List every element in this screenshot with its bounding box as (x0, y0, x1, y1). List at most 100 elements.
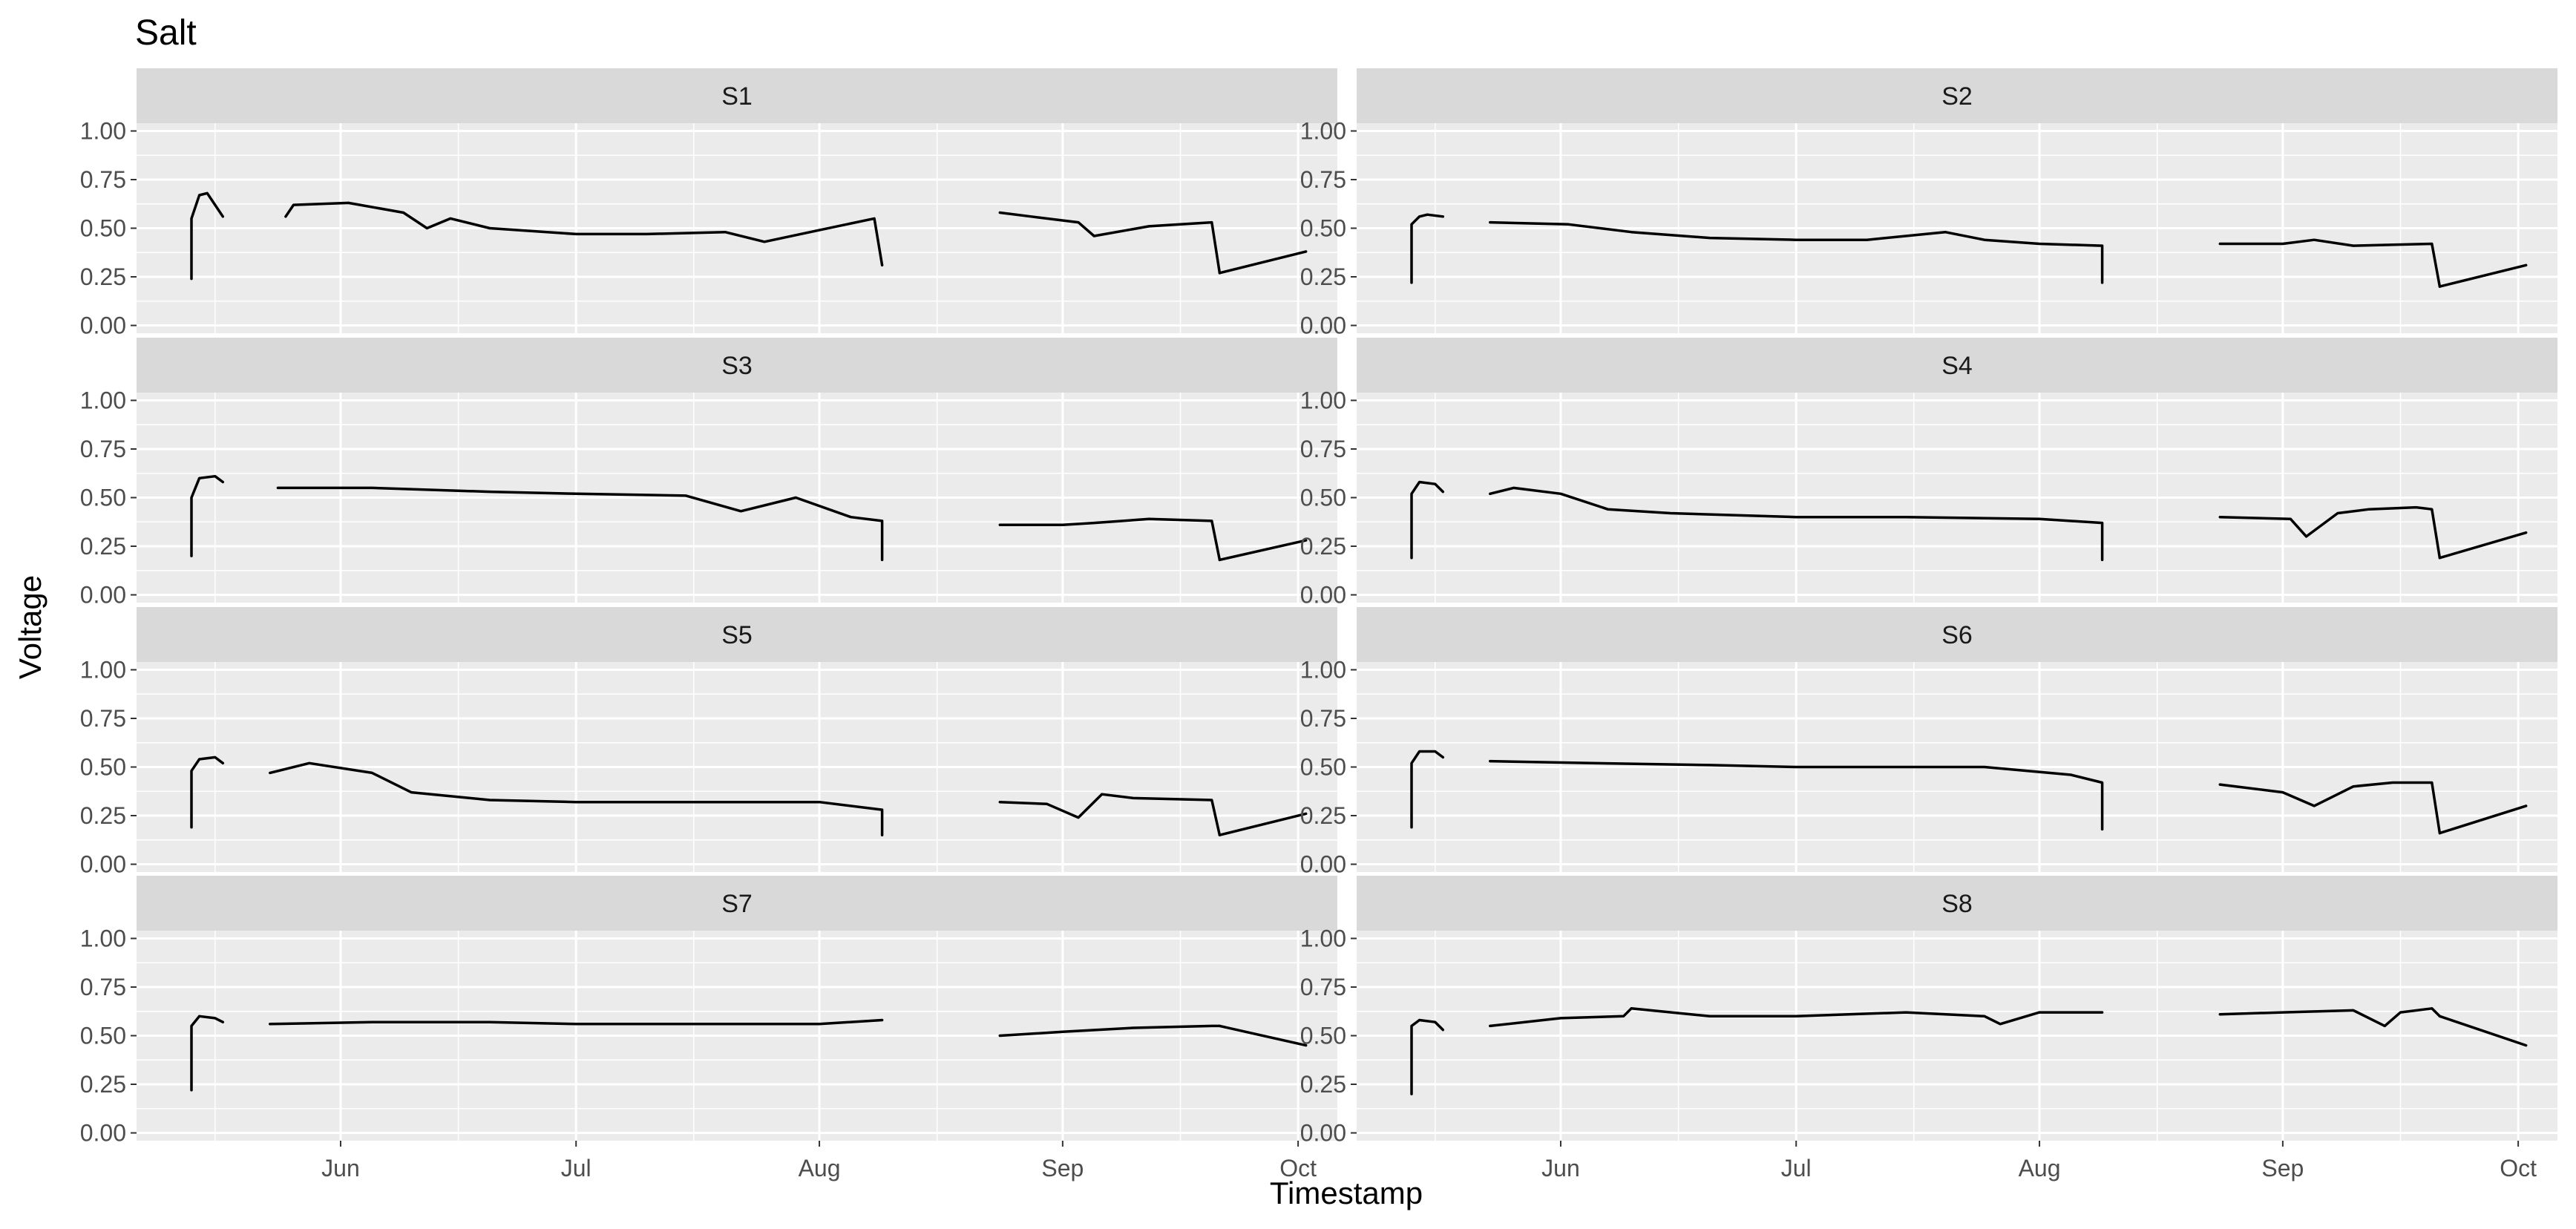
y-tick-label: 0.25 (80, 1071, 126, 1098)
facet-strip-label: S2 (1941, 82, 1973, 111)
facet-strip (137, 68, 1337, 123)
series-line (1489, 220, 2104, 284)
facet-panel-s8: S8 0.00 0.25 0.50 0.75 1.00 Jun Jul Aug Sep Oct (1300, 876, 2557, 1182)
series-line (1489, 486, 2104, 562)
facet-strip-label: S7 (721, 890, 753, 918)
y-tick-label: 0.50 (80, 485, 126, 511)
x-tick-label: Jul (561, 1155, 591, 1182)
facet-strip (137, 338, 1337, 393)
series-line (2438, 263, 2528, 288)
facet-panels: S1 0.00 0.25 0.50 0.75 1.00 S2 0.00 0.25 0.50 0.75… (80, 68, 2557, 1182)
facet-strip (1357, 607, 2557, 662)
y-tick-label: 0.75 (80, 705, 126, 732)
y-tick-label: 0.50 (80, 215, 126, 242)
series-line (2218, 781, 2442, 835)
series-line (190, 191, 225, 281)
y-tick-label: 0.50 (1300, 754, 1346, 781)
facet-strip-label: S1 (721, 82, 753, 111)
facet-strip (1357, 876, 2557, 931)
series-line (998, 1024, 1222, 1038)
y-tick-label: 1.00 (1300, 925, 1346, 951)
y-tick-label: 0.25 (80, 263, 126, 290)
y-tick-label: 0.00 (80, 312, 126, 339)
facet-panel-s2: S2 0.00 0.25 0.50 0.75 1.00 (1300, 68, 2557, 339)
series-line (284, 201, 884, 267)
facet-panel-s1: S1 0.00 0.25 0.50 0.75 1.00 (80, 68, 1337, 339)
x-tick-label: Oct (2500, 1155, 2537, 1182)
series-line (1410, 1018, 1445, 1095)
series-line (1218, 539, 1308, 562)
series-line (2438, 531, 2528, 560)
series-line (998, 517, 1222, 562)
x-axis-title: Timestamp (1270, 1176, 1423, 1210)
y-axis-title: Voltage (13, 575, 47, 679)
series-line (1218, 812, 1308, 836)
y-tick-label: 0.00 (1300, 582, 1346, 609)
facet-strip-label: S8 (1941, 890, 1973, 918)
y-tick-label: 0.50 (1300, 485, 1346, 511)
series-line (2218, 238, 2442, 288)
series-line (998, 211, 1222, 275)
facet-panel-s6: S6 0.00 0.25 0.50 0.75 1.00 (1300, 607, 2557, 878)
facet-strip-label: S5 (721, 621, 753, 649)
series-line (190, 1015, 225, 1092)
y-tick-label: 0.00 (80, 851, 126, 878)
series-line (1489, 759, 2104, 831)
y-tick-label: 0.25 (1300, 802, 1346, 829)
series-line (1410, 213, 1445, 284)
y-tick-label: 0.50 (80, 1023, 126, 1049)
y-tick-label: 0.00 (80, 1120, 126, 1147)
y-tick-label: 0.50 (1300, 215, 1346, 242)
x-tick-label: Jun (321, 1155, 360, 1182)
y-tick-label: 0.75 (80, 974, 126, 1000)
y-tick-label: 0.00 (1300, 1120, 1346, 1147)
y-tick-label: 0.00 (1300, 851, 1346, 878)
facet-strip-label: S6 (1941, 621, 1973, 649)
facet-strip (1357, 338, 2557, 393)
x-tick-label: Aug (799, 1155, 841, 1182)
series-line (269, 1018, 884, 1026)
y-tick-label: 0.75 (1300, 436, 1346, 462)
facet-panel-s7: S7 0.00 0.25 0.50 0.75 1.00 Jun Jul Aug Sep Oct (80, 876, 1337, 1182)
series-line (1218, 250, 1308, 275)
y-tick-label: 0.25 (1300, 263, 1346, 290)
y-tick-label: 0.75 (80, 166, 126, 193)
x-tick-label: Jun (1541, 1155, 1580, 1182)
series-line (276, 486, 884, 562)
facet-strip (137, 607, 1337, 662)
y-tick-label: 0.25 (80, 802, 126, 829)
series-line (2218, 1007, 2442, 1028)
series-line (2218, 505, 2442, 560)
y-tick-label: 0.50 (1300, 1023, 1346, 1049)
y-tick-label: 1.00 (1300, 387, 1346, 413)
facet-strip-label: S4 (1941, 352, 1973, 380)
series-line (2438, 1015, 2528, 1047)
series-line (2438, 804, 2528, 835)
y-tick-label: 0.75 (1300, 166, 1346, 193)
y-tick-label: 0.25 (1300, 1071, 1346, 1098)
y-tick-label: 1.00 (80, 117, 126, 144)
series-line (190, 756, 225, 829)
y-tick-label: 0.75 (1300, 705, 1346, 732)
facet-strip-label: S3 (721, 352, 753, 380)
x-tick-label: Aug (2019, 1155, 2061, 1182)
x-tick-label: Sep (1041, 1155, 1084, 1182)
y-tick-label: 1.00 (80, 925, 126, 951)
y-tick-label: 0.25 (1300, 533, 1346, 560)
x-tick-label: Oct (1279, 1155, 1317, 1182)
y-tick-label: 0.00 (1300, 312, 1346, 339)
y-tick-label: 1.00 (1300, 117, 1346, 144)
series-line (1218, 1024, 1308, 1047)
series-line (190, 474, 225, 557)
facet-panel-s4: S4 0.00 0.25 0.50 0.75 1.00 (1300, 338, 2557, 609)
chart-title: Salt (135, 13, 197, 53)
facet-panel-s5: S5 0.00 0.25 0.50 0.75 1.00 (80, 607, 1337, 878)
series-line (269, 761, 884, 836)
series-line (1489, 1007, 2104, 1028)
y-tick-label: 1.00 (1300, 656, 1346, 683)
x-tick-label: Jul (1781, 1155, 1812, 1182)
x-tick-label: Sep (2261, 1155, 2304, 1182)
y-tick-label: 1.00 (80, 387, 126, 413)
y-tick-label: 0.75 (1300, 974, 1346, 1000)
